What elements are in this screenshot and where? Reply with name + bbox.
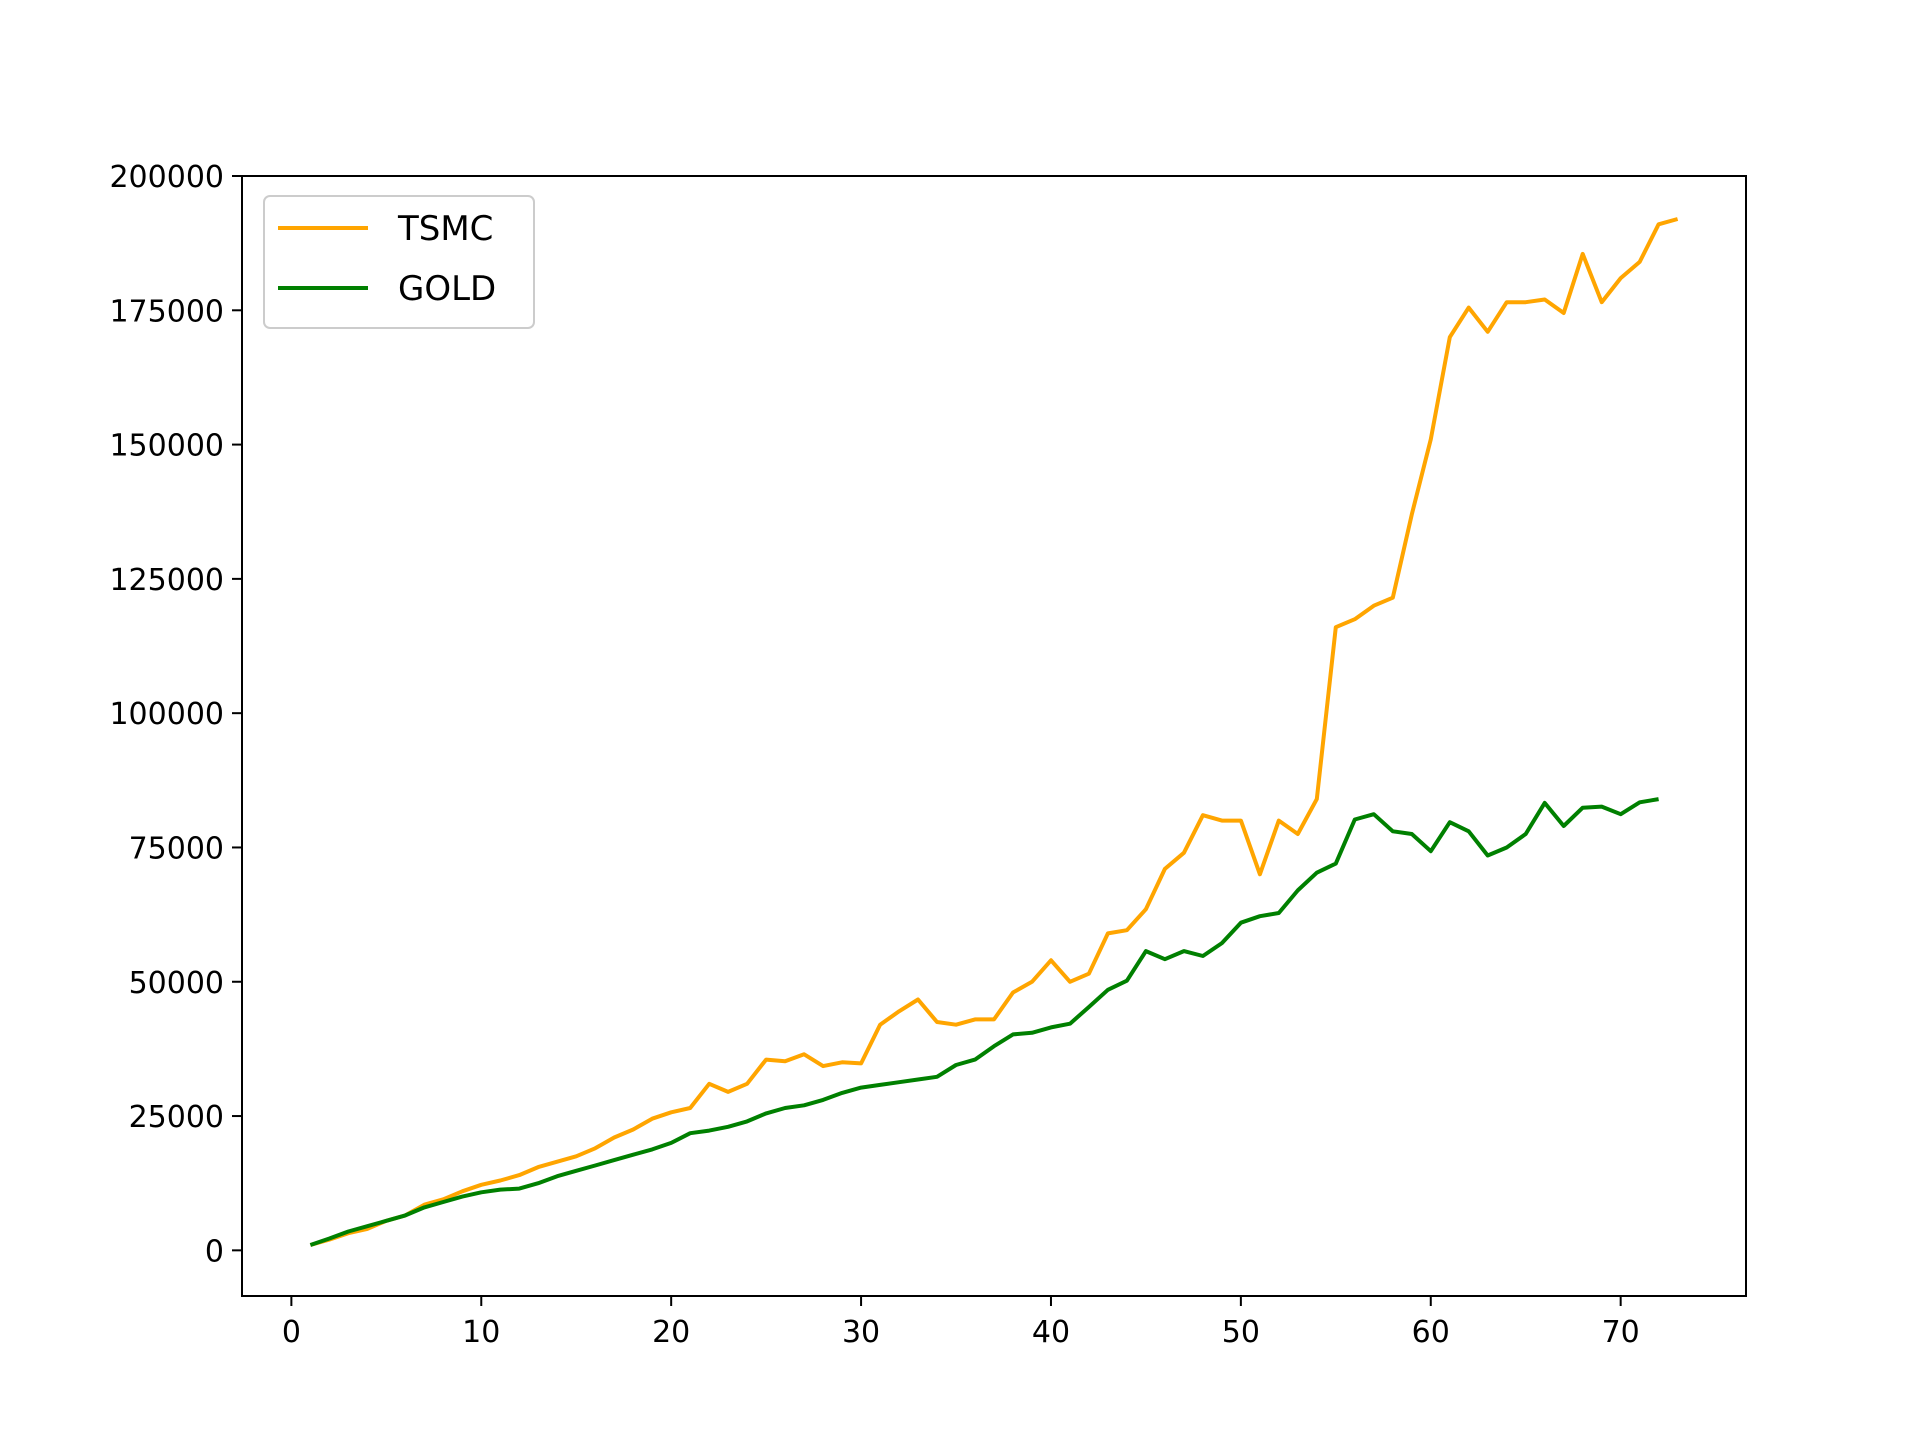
legend: TSMC GOLD — [263, 195, 535, 329]
y-tick-label: 0 — [205, 1234, 224, 1269]
y-tick-label: 175000 — [109, 294, 224, 329]
y-axis-ticks: 0 25000 50000 75000 100000 125000 150000 175000… — [109, 160, 242, 1269]
x-tick-label: 0 — [282, 1315, 301, 1350]
legend-label-gold: GOLD — [398, 269, 496, 309]
y-tick-label: 50000 — [129, 966, 224, 1001]
y-tick-label: 150000 — [109, 429, 224, 464]
series-line-tsmc — [309, 217, 1679, 1247]
y-tick-label: 25000 — [129, 1100, 224, 1135]
x-tick-label: 50 — [1222, 1315, 1260, 1350]
legend-label-tsmc: TSMC — [397, 209, 493, 249]
x-tick-label: 30 — [842, 1315, 880, 1350]
x-tick-label: 40 — [1032, 1315, 1070, 1350]
y-tick-label: 125000 — [109, 563, 224, 598]
y-tick-label: 100000 — [109, 697, 224, 732]
x-tick-label: 60 — [1412, 1315, 1450, 1350]
series-line-gold — [309, 797, 1659, 1247]
x-tick-label: 70 — [1602, 1315, 1640, 1350]
x-axis-ticks: 0 10 20 30 40 50 60 70 — [282, 1296, 1640, 1350]
x-tick-label: 20 — [652, 1315, 690, 1350]
plot-frame — [241, 175, 1747, 1297]
x-tick-label: 10 — [462, 1315, 500, 1350]
series-layer — [309, 217, 1679, 1247]
y-tick-label: 200000 — [109, 160, 224, 195]
y-tick-label: 75000 — [129, 831, 224, 866]
